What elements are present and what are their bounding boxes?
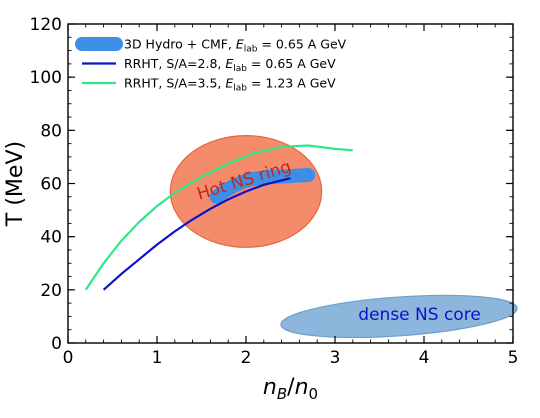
x-tick-label: 0 — [63, 348, 74, 368]
y-tick-label: 80 — [40, 121, 62, 141]
x-tick-label: 1 — [152, 348, 163, 368]
y-axis-title: T (MeV) — [3, 141, 28, 227]
y-tick-label: 120 — [30, 15, 62, 35]
series-line-3 — [84, 144, 353, 291]
legend-label-1: 3D Hydro + CMF, Elab = 0.65 A GeV — [124, 37, 347, 55]
legend-label-2: RRHT, S/A=2.8, Elab = 0.65 A GeV — [124, 56, 336, 74]
y-tick-label: 60 — [40, 175, 62, 195]
region-label-dense-ns-core: dense NS core — [358, 305, 480, 325]
x-tick-label: 2 — [241, 348, 252, 368]
y-tick-label: 100 — [30, 68, 62, 88]
series-line-2 — [102, 177, 291, 291]
x-axis-title: nB/n0 — [263, 375, 318, 403]
region-dense-ns-core — [280, 294, 518, 339]
axes-layer: 0 1 2 3 4 5 0 20 40 60 80 100 120 nB/n0 T (MeV) — [3, 15, 518, 403]
legend-label-3: RRHT, S/A=3.5, Elab = 1.23 A GeV — [124, 76, 336, 94]
series-line-1 — [209, 168, 316, 204]
y-tick-label: 0 — [51, 334, 62, 354]
y-tick-label: 40 — [40, 228, 62, 248]
y-tick-label: 20 — [40, 281, 62, 301]
x-tick-label: 3 — [330, 348, 341, 368]
x-tick-label: 5 — [508, 348, 519, 368]
x-tick-label: 4 — [419, 348, 430, 368]
series-layer — [84, 144, 353, 291]
